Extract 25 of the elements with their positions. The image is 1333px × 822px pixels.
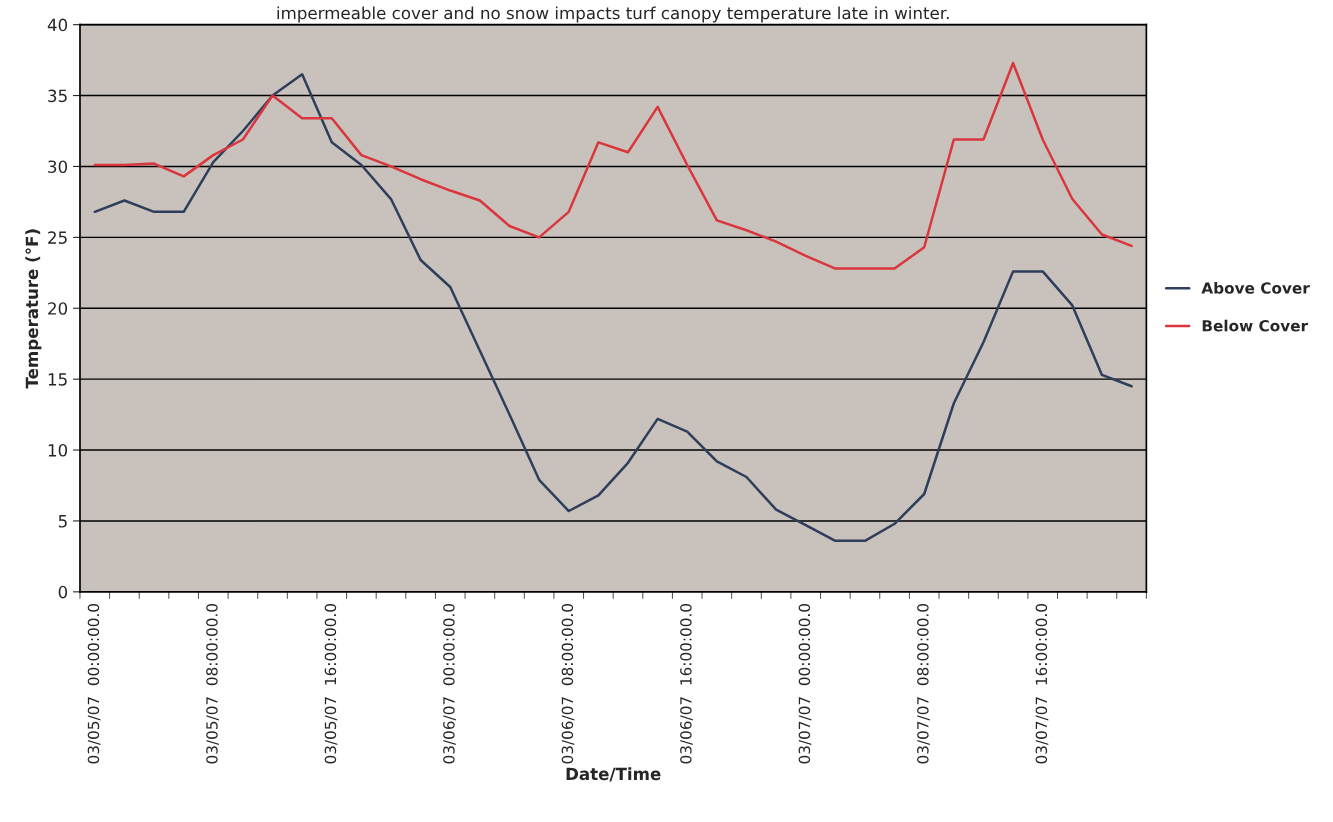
y-tick-label: 30	[48, 160, 68, 174]
x-axis-title: Date/Time	[566, 767, 661, 782]
x-tick-label: 03/05/07 08:00:00.0	[206, 603, 219, 764]
x-tick-label: 03/07/07 16:00:00.0	[1035, 603, 1049, 764]
legend-label: Above Cover	[1201, 282, 1310, 294]
line-series	[93, 61, 1133, 270]
y-tick-label: 35	[48, 89, 67, 103]
x-tick-label: 03/06/07 16:00:00.0	[680, 603, 693, 764]
y-tick-label: 25	[48, 231, 67, 244]
x-tick-label: 03/06/07 08:00:00.0	[561, 603, 575, 764]
legend-label: Below Cover	[1202, 319, 1309, 332]
chart-title: impermeable cover and no snow impacts turf canopy temperature late in winter.	[277, 6, 949, 23]
y-tick-label: 5	[58, 515, 67, 528]
y-tick-label: 15	[48, 373, 67, 386]
y-tick-label: 20	[48, 302, 68, 315]
y-tick-label: 10	[48, 444, 68, 457]
y-tick-label: 40	[47, 18, 68, 32]
x-tick-label: 03/07/07 00:00:00.0	[798, 603, 812, 764]
y-axis-title: Temperature (°F)	[25, 229, 42, 389]
x-tick-label: 03/07/07 08:00:00.0	[917, 603, 930, 764]
x-tick-label: 03/06/07 00:00:00.0	[443, 603, 456, 764]
x-tick-label: 03/05/07 00:00:00.0	[87, 603, 101, 764]
y-tick-label: 0	[58, 585, 68, 599]
line-series	[93, 73, 1133, 543]
x-tick-label: 03/05/07 16:00:00.0	[324, 603, 338, 764]
